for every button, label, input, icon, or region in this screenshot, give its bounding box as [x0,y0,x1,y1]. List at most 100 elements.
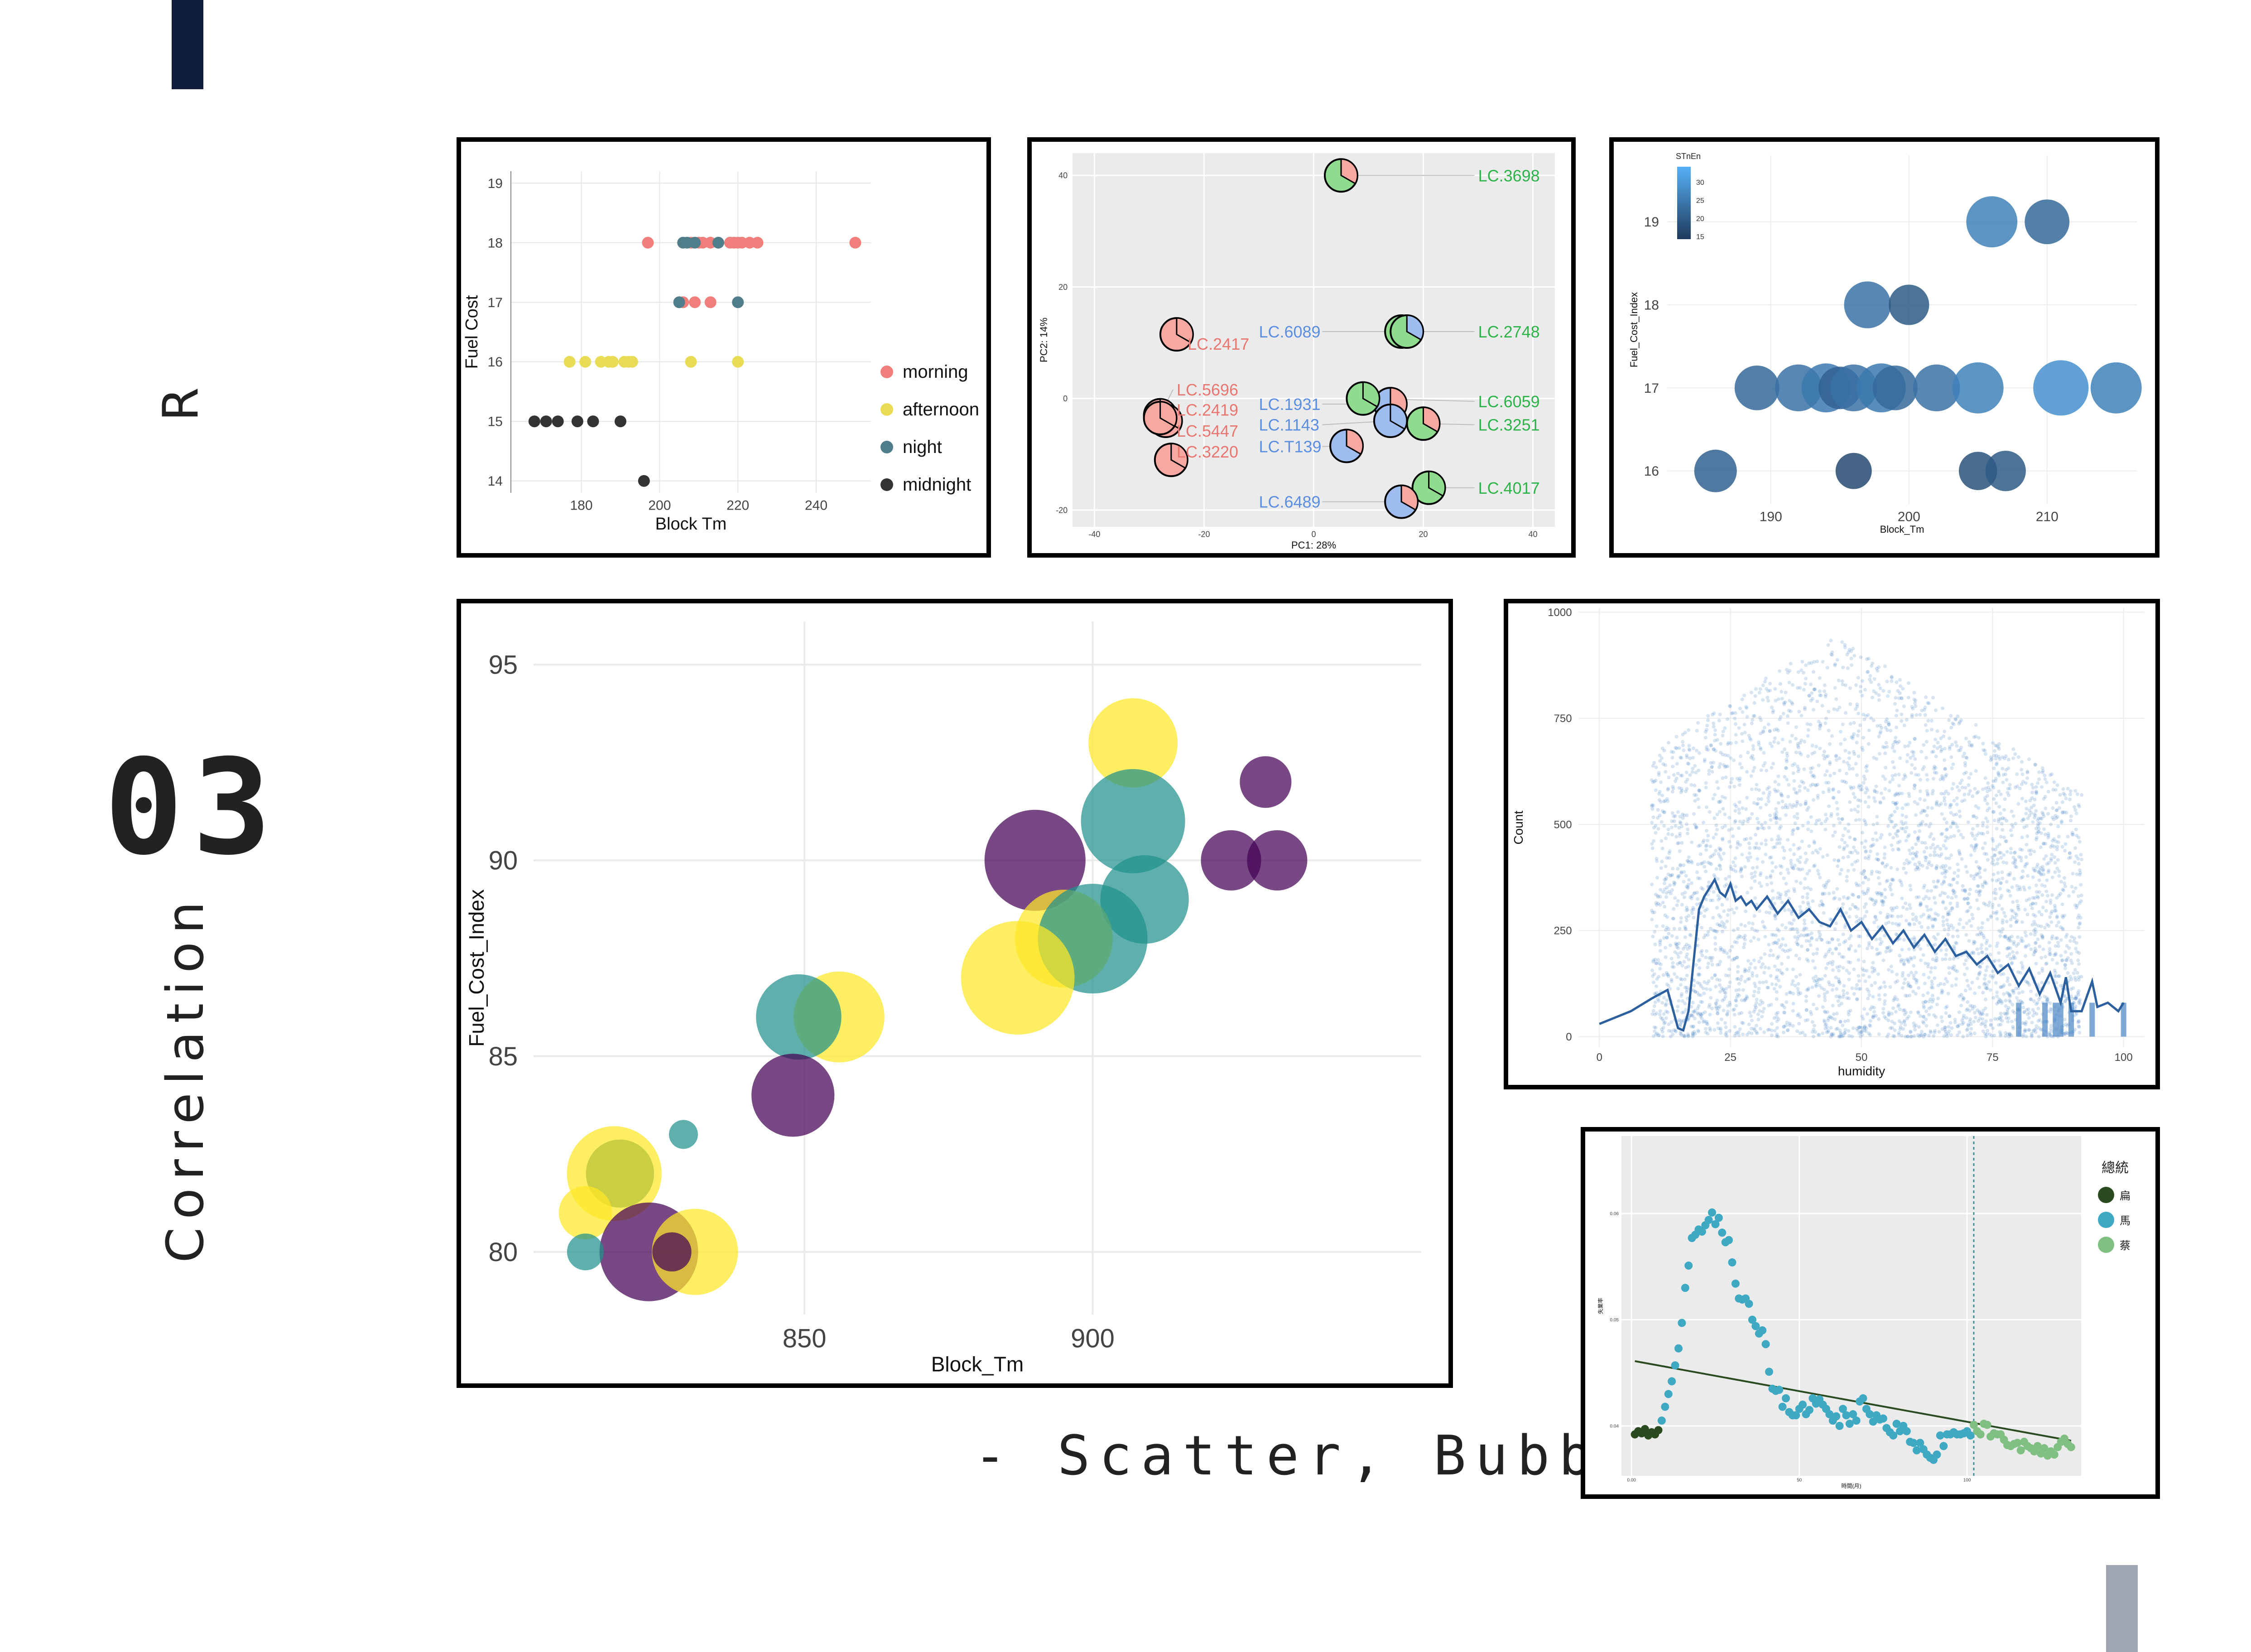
data-point [1812,798,1816,802]
data-point [1765,769,1769,773]
data-point [1651,980,1655,984]
data-point [1782,856,1786,860]
data-point [2035,1024,2039,1028]
data-point [1806,988,1810,992]
data-point [1785,751,1789,755]
data-point [1736,936,1740,940]
data-point [1785,778,1789,782]
data-point [1994,762,1998,766]
data-point [1849,656,1853,660]
data-point [1943,928,1947,932]
data-point [1977,973,1981,977]
data-point [1747,1022,1751,1026]
data-point [1764,980,1768,984]
data-point [1847,764,1851,768]
data-point [1834,994,1838,998]
data-point [2071,997,2075,1001]
data-point [1657,975,1661,979]
data-point [1916,837,1920,841]
data-point [1772,901,1776,905]
data-point [1901,822,1905,826]
data-point [1687,744,1691,748]
data-point [1927,862,1931,866]
data-point [1923,798,1927,802]
data-point [1681,732,1685,737]
data-point [1912,976,1916,980]
data-point [1771,709,1775,713]
data-point [1880,899,1884,903]
data-point [1988,944,1992,948]
data-point [1740,1011,1744,1015]
data-point [2064,958,2068,962]
data-point [2004,839,2008,843]
data-point [1774,807,1778,811]
data-point [1976,1019,1980,1023]
data-point [1738,870,1742,874]
data-point [1997,929,2001,933]
data-point [1717,800,1721,804]
data-point [1765,882,1769,886]
data-point [1677,746,1681,750]
data-point [1802,671,1806,675]
x-tick-label: 20 [1419,530,1428,539]
data-point [1826,962,1830,966]
data-point [1929,1030,1933,1034]
data-point [1753,896,1757,900]
data-point [1841,833,1845,838]
data-point [1941,915,1945,919]
data-point [2027,1011,2031,1015]
data-point [2001,877,2005,881]
data-point [1691,1031,1695,1035]
data-point [1792,803,1796,807]
data-point [1990,855,1994,859]
data-point [1655,977,1659,981]
data-point [1933,1029,1937,1033]
data-point [1755,817,1759,821]
data-point [1803,707,1807,711]
data-point [2028,814,2032,818]
data-point [1711,898,1715,902]
data-point [1893,1028,1897,1032]
data-point [1847,948,1851,952]
data-point [1819,822,1823,826]
data-point [1679,983,1683,987]
data-point [1807,933,1811,937]
data-point [1756,820,1760,824]
data-point [2024,945,2028,949]
data-point [2047,924,2051,928]
data-point [1998,812,2002,816]
data-point [1681,813,1685,817]
data-point [1912,786,1916,790]
data-point [1750,812,1754,816]
data-point-馬 [1761,1340,1770,1349]
data-point [1946,933,1950,937]
data-point [1752,914,1756,918]
data-point [1660,847,1664,851]
data-point [1721,752,1725,756]
data-point [1949,755,1953,759]
data-point [1926,916,1930,920]
data-point [1685,905,1689,910]
data-point [2062,791,2066,795]
data-point [1704,987,1708,991]
data-point [1791,866,1795,870]
data-point [1684,1008,1688,1012]
data-point [1717,765,1722,769]
data-point [1950,787,1954,791]
data-point [1716,1008,1720,1012]
data-point [2031,913,2035,917]
data-point [1841,932,1845,936]
data-point [1920,1030,1924,1034]
data-point [1686,1034,1690,1038]
data-point [1745,715,1749,719]
data-point [2042,857,2046,861]
data-point [1897,740,1901,744]
data-point [1823,891,1827,896]
data-point [1705,907,1709,911]
data-point [1784,992,1789,996]
data-point [1654,831,1658,835]
data-point [2014,920,2018,924]
data-point [1817,930,1821,934]
data-point [1766,722,1770,727]
data-point [1893,794,1897,798]
